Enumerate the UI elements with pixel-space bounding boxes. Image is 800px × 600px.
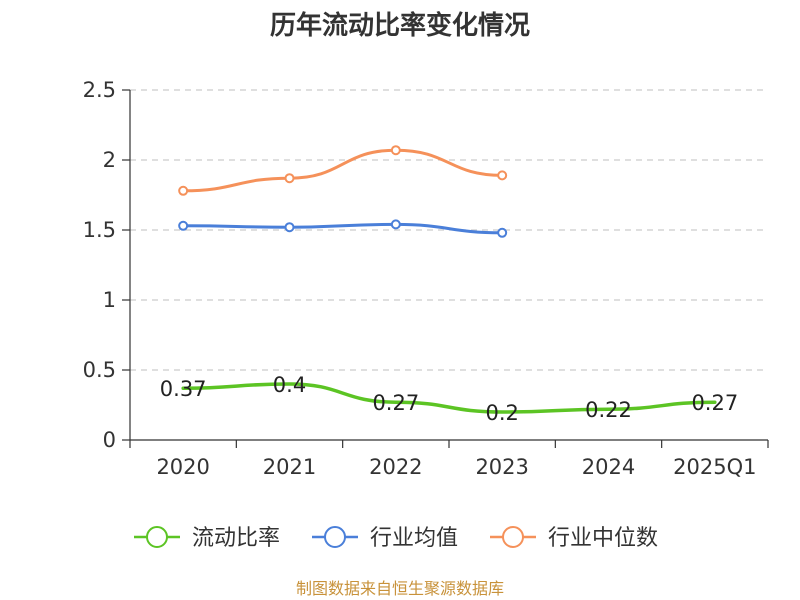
series-line-2 — [181, 222, 504, 235]
legend-marker — [324, 526, 346, 548]
series-point — [497, 227, 508, 238]
data-label: 0.27 — [372, 391, 419, 415]
legend-marker — [146, 526, 168, 548]
series-point — [178, 220, 189, 231]
x-tick-label: 2021 — [263, 455, 316, 479]
y-tick-label: 2.5 — [83, 78, 116, 102]
series-line-3 — [181, 148, 504, 193]
data-label: 0.37 — [160, 377, 207, 401]
data-label: 0.2 — [485, 401, 518, 425]
series-point — [284, 222, 295, 233]
axes: 0 0.5 1 1.5 2 2.5 2020 2021 2022 2023 2024 2025Q1 — [83, 78, 769, 479]
y-tick-label: 0.5 — [83, 358, 116, 382]
series-group — [178, 145, 717, 414]
series-point — [390, 219, 401, 230]
x-tick-label: 2023 — [475, 455, 528, 479]
legend-label: 流动比率 — [192, 526, 280, 551]
data-label: 0.22 — [585, 398, 632, 422]
y-tick-label: 2 — [103, 148, 116, 172]
series-point — [284, 173, 295, 184]
data-label: 0.27 — [691, 391, 738, 415]
y-tick-label: 0 — [103, 428, 116, 452]
chart-title: 历年流动比率变化情况 — [270, 10, 530, 41]
y-tick-label: 1.5 — [83, 218, 116, 242]
series-point — [497, 170, 508, 181]
series-line-1 — [181, 382, 717, 414]
data-labels: 0.37 0.4 0.27 0.2 0.22 0.27 — [160, 373, 738, 425]
legend-marker — [502, 526, 524, 548]
data-label: 0.4 — [273, 373, 306, 397]
x-tick-label: 2024 — [582, 455, 635, 479]
legend: 流动比率 行业均值 行业中位数 — [134, 526, 658, 551]
series-point — [178, 185, 189, 196]
x-tick-label: 2020 — [156, 455, 209, 479]
source-note: 制图数据来自恒生聚源数据库 — [296, 579, 504, 598]
series-point — [390, 145, 401, 156]
y-tick-label: 1 — [103, 288, 116, 312]
legend-label: 行业中位数 — [548, 526, 658, 551]
x-tick-label: 2022 — [369, 455, 422, 479]
legend-label: 行业均值 — [370, 526, 458, 551]
x-tick-label: 2025Q1 — [673, 455, 756, 479]
